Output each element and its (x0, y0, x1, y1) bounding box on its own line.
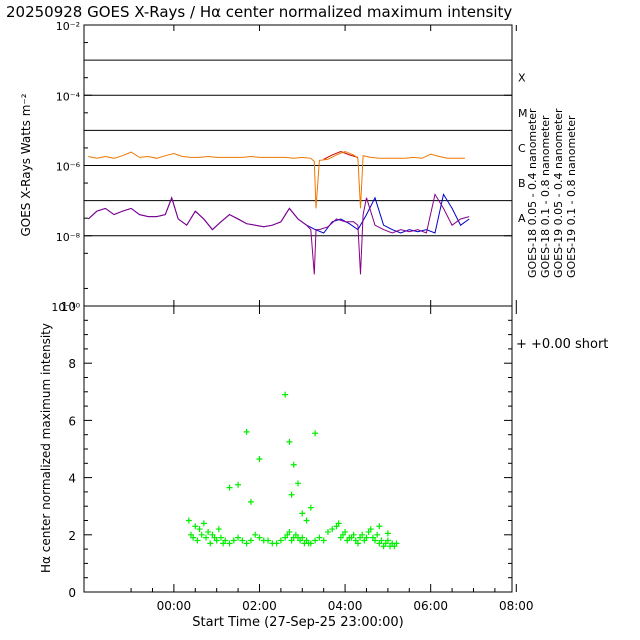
halpha-ytick-label: 6 (68, 414, 76, 428)
halpha-point (354, 540, 361, 547)
halpha-point (256, 534, 263, 541)
halpha-xtick-label: 04:00 (328, 599, 363, 613)
xray-ytick-label: 10⁻⁶ (56, 161, 81, 174)
xray-ytick-label: 10⁻¹⁰ (51, 301, 80, 314)
halpha-point (359, 531, 366, 538)
halpha-point (198, 531, 205, 538)
halpha-point (222, 537, 229, 544)
xray-ytick-label: 10⁻⁴ (56, 90, 81, 103)
halpha-xtick-label: 06:00 (413, 599, 448, 613)
halpha-point (367, 526, 374, 533)
halpha-point (252, 531, 259, 538)
halpha-point (312, 537, 319, 544)
halpha-point (307, 540, 314, 547)
halpha-ytick-label: 4 (68, 472, 76, 486)
xray-panel: 10⁻² 10⁻⁴ 10⁻⁶ 10⁻⁸ 10⁻¹⁰ X M C B A GOES X-Rays Wa… (19, 20, 578, 314)
halpha-point (307, 504, 314, 511)
halpha-point (230, 537, 237, 544)
halpha-point (335, 520, 342, 527)
flare-class-label-x: X (518, 72, 526, 85)
halpha-point (226, 484, 233, 491)
halpha-xtick-label: 02:00 (242, 599, 277, 613)
flare-class-label-c: C (518, 142, 526, 155)
halpha-point (243, 540, 250, 547)
halpha-point (378, 537, 385, 544)
xray-legend-entry: GOES-19 0.1 - 0.8 nanometer (565, 115, 578, 278)
halpha-point (226, 540, 233, 547)
halpha-point (192, 523, 199, 530)
halpha-point (286, 528, 293, 535)
halpha-point (217, 534, 224, 541)
halpha-point (342, 528, 349, 535)
xray-legend-entry: GOES-18 0.1 - 0.8 nanometer (539, 115, 552, 278)
halpha-point (185, 517, 192, 524)
halpha-point (372, 537, 379, 544)
halpha-point (265, 537, 272, 544)
halpha-ytick-label: 10 (61, 300, 76, 314)
halpha-point (282, 391, 289, 398)
halpha-xtick-label: 00:00 (157, 599, 192, 613)
xray-ytick-label: 10⁻⁸ (56, 231, 81, 244)
halpha-ytick-label: 0 (68, 586, 76, 600)
halpha-point (363, 534, 370, 541)
halpha-point (290, 461, 297, 468)
halpha-point (295, 480, 301, 487)
halpha-point (239, 537, 246, 544)
halpha-point (190, 534, 197, 541)
halpha-point (202, 534, 209, 541)
halpha-point (215, 526, 222, 533)
xray-legend-entry: GOES-19 0.05 - 0.4 nanometer (552, 108, 565, 278)
halpha-ytick-label: 8 (68, 357, 76, 371)
halpha-point (393, 540, 400, 547)
goes19-short-line (87, 193, 470, 275)
halpha-point (243, 428, 250, 435)
xray-ylabel: GOES X-Rays Watts m⁻² (19, 93, 33, 236)
halpha-point (376, 523, 383, 530)
halpha-point (374, 531, 381, 538)
xray-legend-entry: GOES-18 0.05 - 0.4 nanometer (526, 108, 539, 278)
halpha-point (316, 534, 323, 541)
halpha-xlabel: Start Time (27-Sep-25 23:00:00) (192, 615, 403, 630)
halpha-point (207, 540, 214, 547)
halpha-point (303, 517, 310, 524)
flare-class-label-m: M (518, 107, 528, 120)
halpha-point (247, 498, 254, 505)
halpha-legend: + +0.00 short (516, 337, 608, 352)
goes19-long-line (88, 150, 465, 209)
halpha-point (200, 520, 207, 527)
halpha-point (256, 456, 263, 463)
halpha-point (213, 537, 220, 544)
halpha-point (273, 540, 280, 547)
halpha-point (235, 534, 242, 541)
halpha-point (205, 528, 212, 535)
halpha-point (286, 438, 293, 445)
halpha-point (312, 430, 319, 437)
halpha-point (324, 528, 331, 535)
halpha-point (196, 526, 203, 533)
halpha-ylabel: Hα center normalized maximum intensity (39, 323, 53, 573)
halpha-point (320, 537, 327, 544)
halpha-point (277, 537, 284, 544)
halpha-point (384, 537, 391, 544)
xray-ytick-label: 10⁻² (56, 20, 80, 33)
halpha-point (194, 537, 201, 544)
goes18-long-line (323, 150, 359, 160)
halpha-point (384, 530, 391, 537)
halpha-point (299, 534, 306, 541)
halpha-point (350, 531, 357, 538)
flare-class-label-b: B (518, 177, 526, 190)
halpha-point (299, 510, 306, 517)
chart-title: 20250928 GOES X-Rays / Hα center normali… (6, 3, 512, 21)
halpha-ytick-label: 2 (68, 529, 76, 543)
halpha-panel: 0 2 4 6 8 10 00:00 02:00 04:00 06:00 08:00 Start Ti… (39, 300, 608, 630)
halpha-xtick-label: 08:00 (499, 599, 534, 613)
halpha-point (329, 526, 336, 533)
halpha-point (235, 481, 242, 488)
halpha-plot-frame (83, 305, 513, 593)
flare-class-label-a: A (518, 212, 526, 225)
halpha-point (247, 537, 254, 544)
halpha-point (288, 491, 295, 498)
